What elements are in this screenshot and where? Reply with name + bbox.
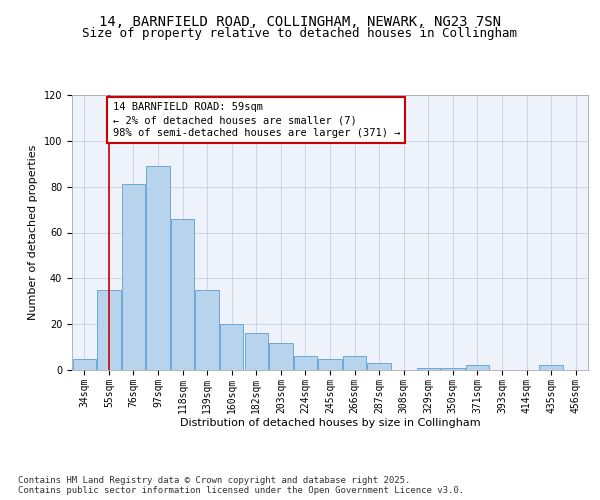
Bar xyxy=(367,363,391,370)
Bar xyxy=(441,368,464,370)
Bar xyxy=(196,290,219,370)
Bar xyxy=(73,358,96,370)
Bar xyxy=(122,184,145,370)
Bar xyxy=(466,366,489,370)
Bar xyxy=(269,342,293,370)
Bar xyxy=(146,166,170,370)
Bar xyxy=(319,358,341,370)
Text: 14, BARNFIELD ROAD, COLLINGHAM, NEWARK, NG23 7SN: 14, BARNFIELD ROAD, COLLINGHAM, NEWARK, … xyxy=(99,15,501,29)
Text: 14 BARNFIELD ROAD: 59sqm
← 2% of detached houses are smaller (7)
98% of semi-det: 14 BARNFIELD ROAD: 59sqm ← 2% of detache… xyxy=(113,102,400,139)
Y-axis label: Number of detached properties: Number of detached properties xyxy=(28,145,38,320)
X-axis label: Distribution of detached houses by size in Collingham: Distribution of detached houses by size … xyxy=(179,418,481,428)
Text: Size of property relative to detached houses in Collingham: Size of property relative to detached ho… xyxy=(83,28,517,40)
Bar xyxy=(245,334,268,370)
Text: Contains HM Land Registry data © Crown copyright and database right 2025.
Contai: Contains HM Land Registry data © Crown c… xyxy=(18,476,464,495)
Bar xyxy=(343,356,366,370)
Bar xyxy=(294,356,317,370)
Bar xyxy=(416,368,440,370)
Bar xyxy=(220,324,244,370)
Bar xyxy=(539,366,563,370)
Bar xyxy=(171,219,194,370)
Bar xyxy=(97,290,121,370)
